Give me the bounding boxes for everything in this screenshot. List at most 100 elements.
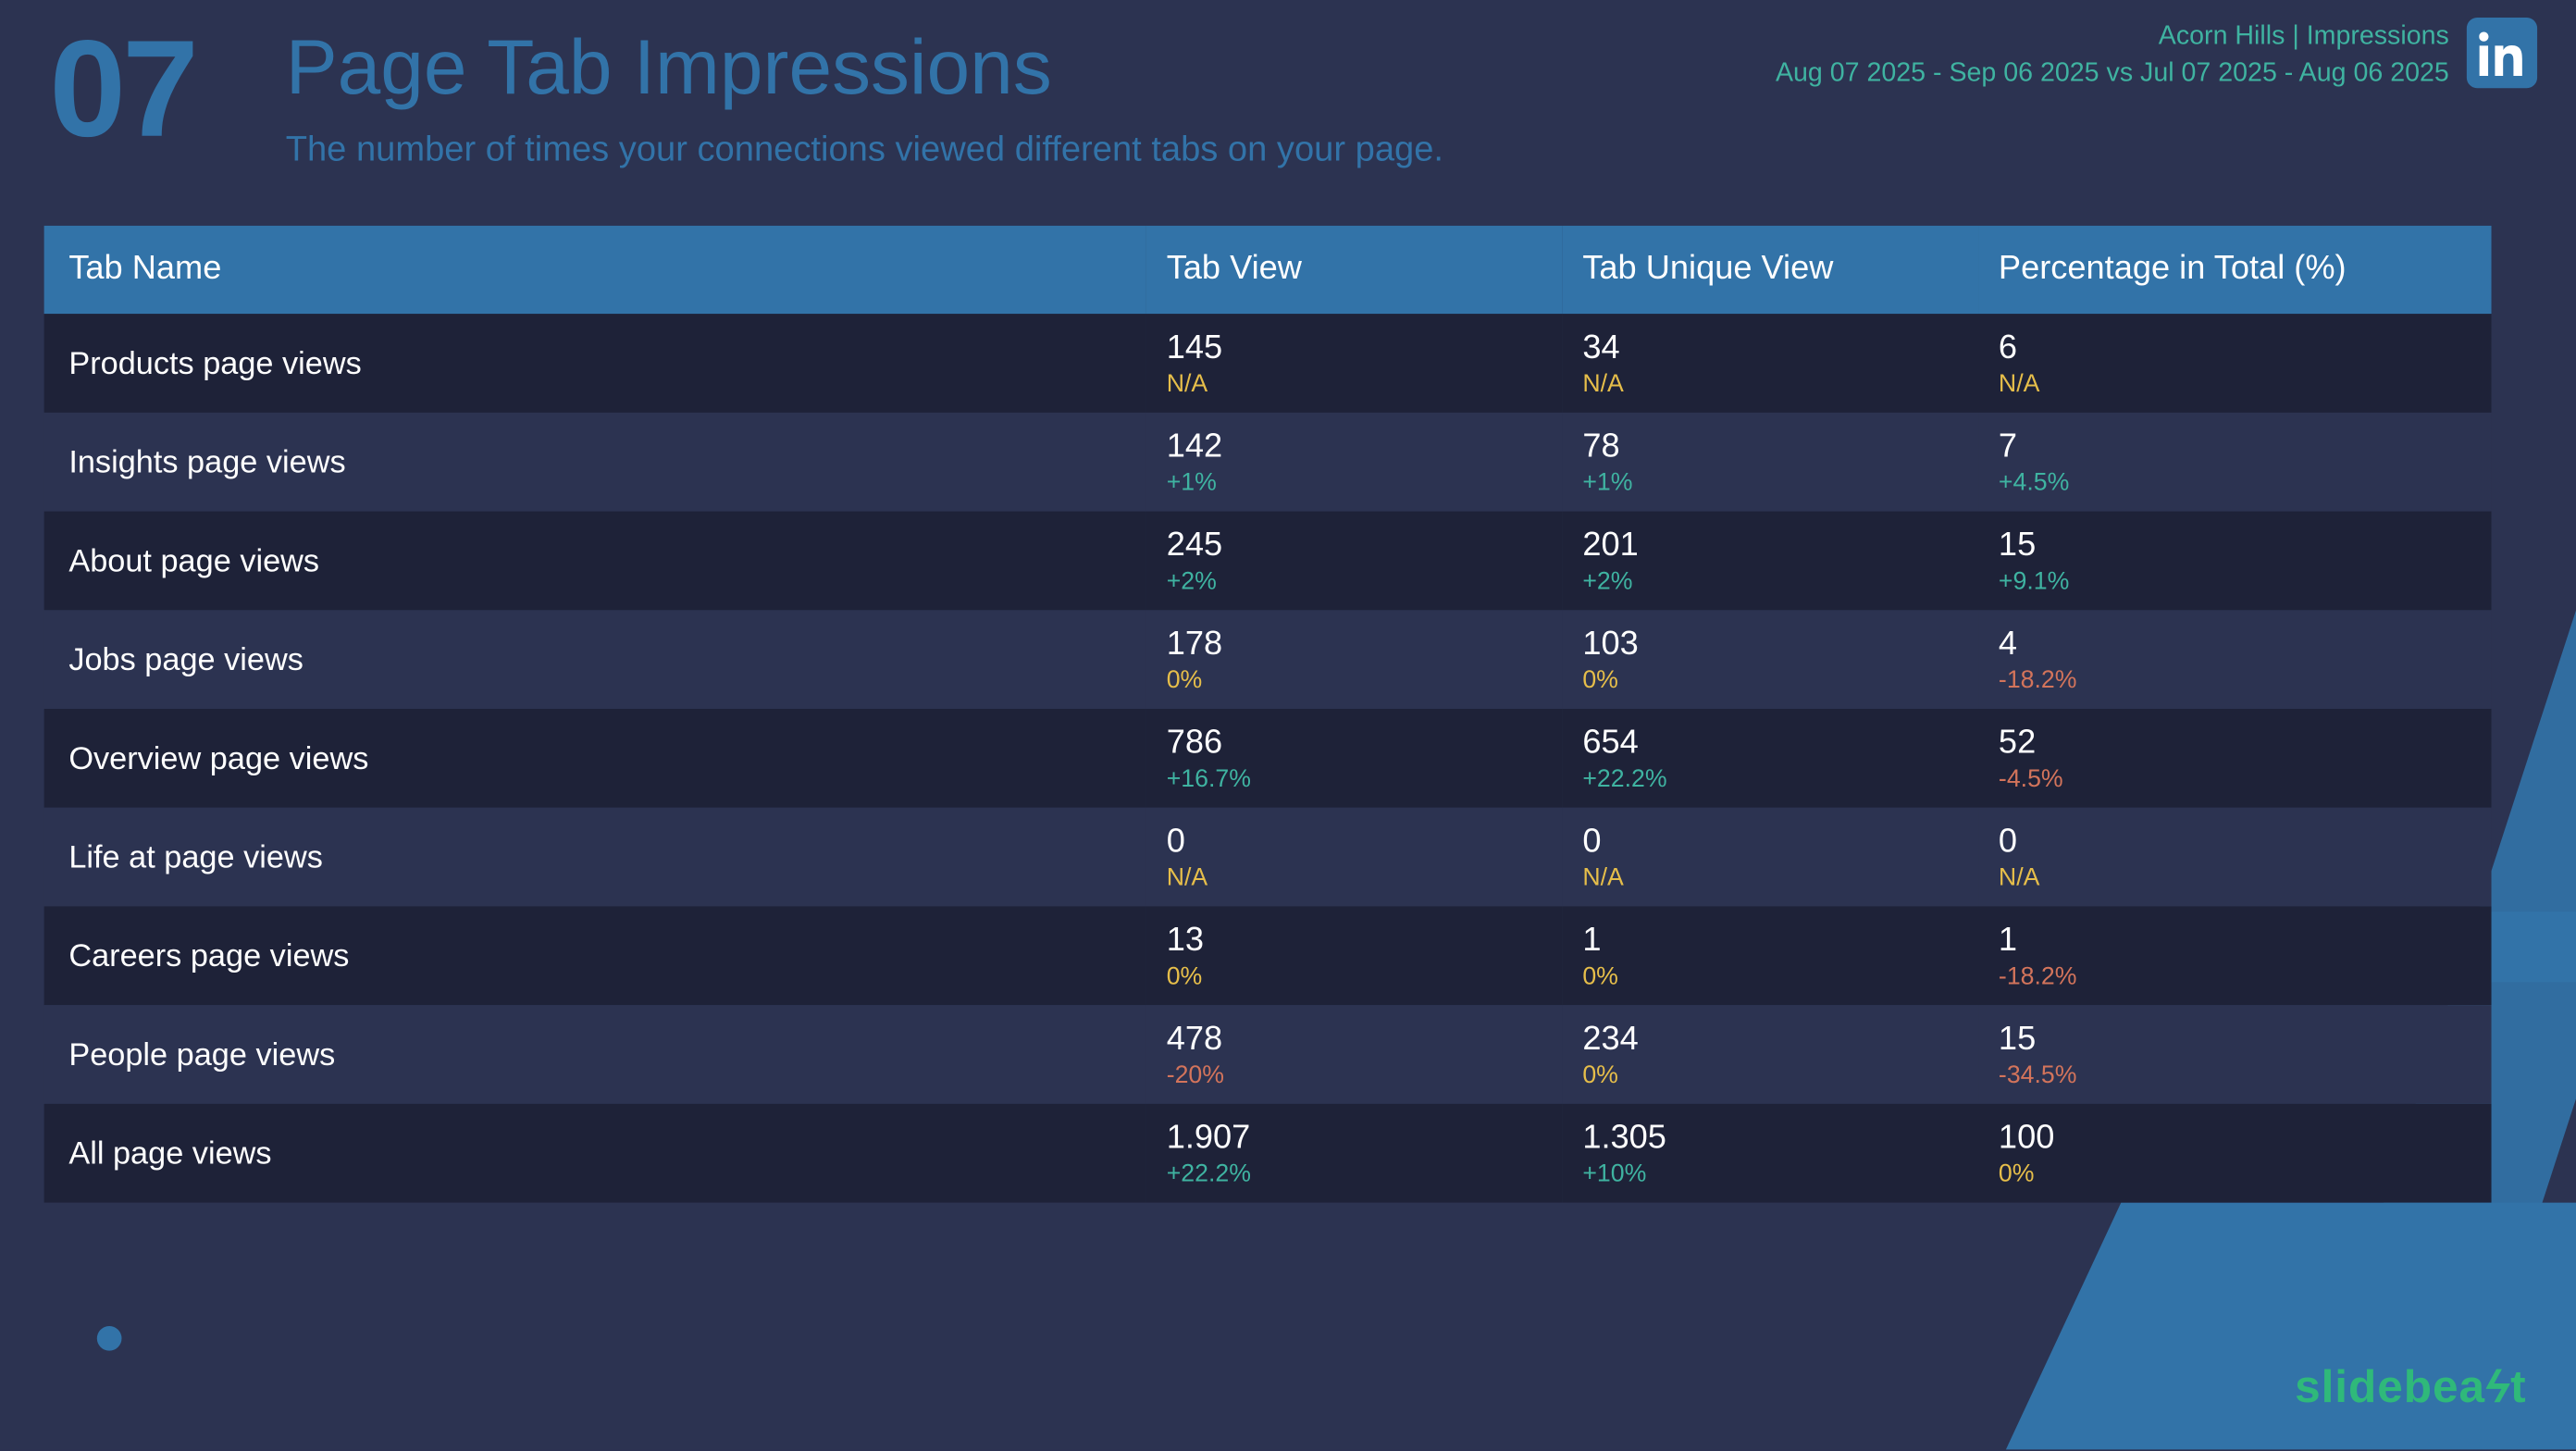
brand-logo: slidebeaϟt <box>2295 1359 2527 1414</box>
table-row: Overview page views786+16.7%654+22.2%52-… <box>44 709 2492 808</box>
table-row: People page views478-20%2340%15-34.5% <box>44 1005 2492 1104</box>
metric-delta: N/A <box>1582 863 1956 890</box>
metric-delta: 0% <box>1999 1160 2471 1186</box>
metric-value: 178 <box>1167 627 1541 664</box>
cell-tab-name: Jobs page views <box>44 610 1146 709</box>
page-title: Page Tab Impressions <box>286 25 1052 113</box>
cell-view: 245+2% <box>1146 512 1562 611</box>
metric-delta: 0% <box>1167 666 1541 693</box>
table-header-row: Tab Name Tab View Tab Unique View Percen… <box>44 226 2492 314</box>
brand-text-post: t <box>2510 1359 2526 1412</box>
cell-view: 786+16.7% <box>1146 709 1562 808</box>
impressions-table: Tab Name Tab View Tab Unique View Percen… <box>44 226 2492 1203</box>
cell-pct: 15-34.5% <box>1977 1005 2491 1104</box>
col-header-percentage: Percentage in Total (%) <box>1977 226 2491 314</box>
cell-pct: 52-4.5% <box>1977 709 2491 808</box>
metric-delta: N/A <box>1167 863 1541 890</box>
table-row: Life at page views0N/A0N/A0N/A <box>44 808 2492 907</box>
cell-tab-name: Insights page views <box>44 413 1146 512</box>
table-row: Insights page views142+1%78+1%7+4.5% <box>44 413 2492 512</box>
metric-delta: N/A <box>1582 370 1956 397</box>
cell-view: 1.907+22.2% <box>1146 1104 1562 1203</box>
cell-uview: 201+2% <box>1561 512 1977 611</box>
metric-value: 245 <box>1167 528 1541 565</box>
table-row: Jobs page views1780%1030%4-18.2% <box>44 610 2492 709</box>
cell-pct: 6N/A <box>1977 314 2491 413</box>
metric-delta: -20% <box>1167 1061 1541 1088</box>
metric-delta: +2% <box>1167 567 1541 594</box>
col-header-tab-unique: Tab Unique View <box>1561 226 1977 314</box>
cell-uview: 10% <box>1561 906 1977 1005</box>
cell-uview: 1030% <box>1561 610 1977 709</box>
metric-delta: 0% <box>1582 666 1956 693</box>
metric-value: 78 <box>1582 430 1956 467</box>
cell-tab-name: All page views <box>44 1104 1146 1203</box>
metric-delta: N/A <box>1999 370 2471 397</box>
cell-tab-name: People page views <box>44 1005 1146 1104</box>
metric-delta: +22.2% <box>1582 765 1956 792</box>
cell-uview: 0N/A <box>1561 808 1977 907</box>
cell-uview: 2340% <box>1561 1005 1977 1104</box>
metric-delta: +1% <box>1582 468 1956 495</box>
metric-value: 100 <box>1999 1122 2471 1159</box>
metric-value: 0 <box>1167 825 1541 862</box>
table-row: About page views245+2%201+2%15+9.1% <box>44 512 2492 611</box>
brand-text-pre: slidebea <box>2295 1359 2485 1412</box>
metric-value: 201 <box>1582 528 1956 565</box>
cell-pct: 4-18.2% <box>1977 610 2491 709</box>
col-header-tab-name: Tab Name <box>44 226 1146 314</box>
cell-view: 145N/A <box>1146 314 1562 413</box>
cell-view: 478-20% <box>1146 1005 1562 1104</box>
cell-tab-name: Products page views <box>44 314 1146 413</box>
metric-delta: -34.5% <box>1999 1061 2471 1088</box>
metric-delta: +16.7% <box>1167 765 1541 792</box>
cell-pct: 7+4.5% <box>1977 413 2491 512</box>
cell-uview: 654+22.2% <box>1561 709 1977 808</box>
table-row: Products page views145N/A34N/A6N/A <box>44 314 2492 413</box>
metric-value: 0 <box>1999 825 2471 862</box>
cell-tab-name: Life at page views <box>44 808 1146 907</box>
metric-value: 4 <box>1999 627 2471 664</box>
cell-pct: 1000% <box>1977 1104 2491 1203</box>
pagination-dot <box>97 1326 122 1351</box>
metric-delta: 0% <box>1582 1061 1956 1088</box>
cell-pct: 15+9.1% <box>1977 512 2491 611</box>
metric-delta: +10% <box>1582 1160 1956 1186</box>
metric-delta: 0% <box>1167 962 1541 989</box>
metric-delta: 0% <box>1582 962 1956 989</box>
metric-value: 234 <box>1582 1023 1956 1060</box>
decor-shape-bar <box>2492 912 2576 982</box>
page-number: 07 <box>49 9 195 169</box>
cell-tab-name: Overview page views <box>44 709 1146 808</box>
metric-delta: +22.2% <box>1167 1160 1541 1186</box>
metric-delta: -4.5% <box>1999 765 2471 792</box>
metric-value: 15 <box>1999 528 2471 565</box>
metric-delta: +9.1% <box>1999 567 2471 594</box>
cell-view: 1780% <box>1146 610 1562 709</box>
page-subtitle: The number of times your connections vie… <box>286 130 1443 171</box>
metric-value: 15 <box>1999 1023 2471 1060</box>
metric-delta: N/A <box>1167 370 1541 397</box>
metric-value: 34 <box>1582 331 1956 368</box>
brand-bolt-icon: ϟ <box>2485 1359 2510 1412</box>
meta-date-range: Aug 07 2025 - Sep 06 2025 vs Jul 07 2025… <box>1776 55 2449 92</box>
metric-value: 6 <box>1999 331 2471 368</box>
metric-value: 1 <box>1582 924 1956 961</box>
metric-delta: N/A <box>1999 863 2471 890</box>
metric-value: 142 <box>1167 430 1541 467</box>
metric-value: 654 <box>1582 726 1956 763</box>
metric-value: 52 <box>1999 726 2471 763</box>
col-header-tab-view: Tab View <box>1146 226 1562 314</box>
metric-delta: -18.2% <box>1999 666 2471 693</box>
cell-view: 130% <box>1146 906 1562 1005</box>
metric-value: 103 <box>1582 627 1956 664</box>
metric-delta: +4.5% <box>1999 468 2471 495</box>
cell-uview: 1.305+10% <box>1561 1104 1977 1203</box>
metric-delta: +1% <box>1167 468 1541 495</box>
metric-value: 0 <box>1582 825 1956 862</box>
metric-delta: -18.2% <box>1999 962 2471 989</box>
metric-value: 1.305 <box>1582 1122 1956 1159</box>
metric-value: 786 <box>1167 726 1541 763</box>
cell-view: 0N/A <box>1146 808 1562 907</box>
metric-value: 13 <box>1167 924 1541 961</box>
